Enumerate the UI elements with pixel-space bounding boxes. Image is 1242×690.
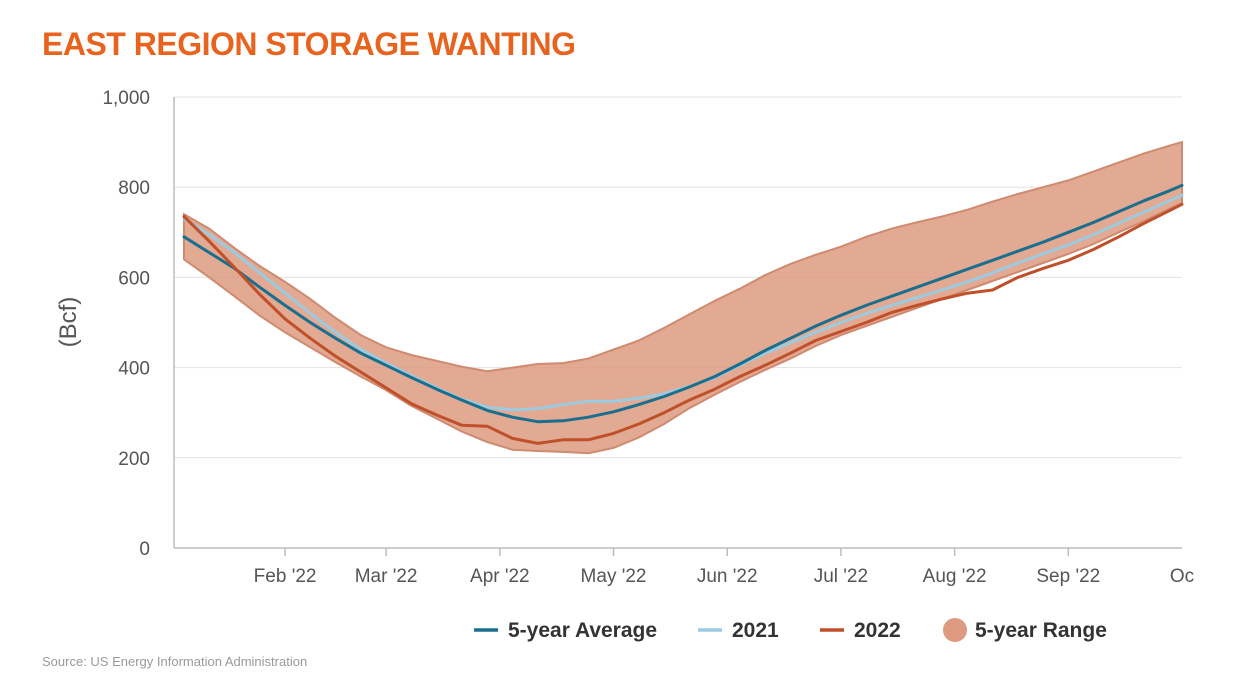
legend-label-y2021: 2021 [732,619,779,642]
x-tick-labels: Feb '22 Mar '22 Apr '22 May '22 Jun '22 Jul '… [254,566,1194,587]
x-tick-label: Jul '22 [814,566,868,587]
legend-label-avg: 5-year Average [508,619,657,642]
range-band-group [183,140,1183,455]
legend-marker-range [943,618,967,642]
series-line-y2022 [182,202,1184,445]
axes [173,97,1182,556]
y-tick-label: 800 [118,178,150,199]
y-tick-labels: 0 200 400 600 800 1,000 [102,88,150,560]
x-tick-label: May '22 [581,566,647,587]
range-band [183,140,1183,455]
y-tick-label: 600 [118,268,150,289]
series-lines [182,183,1184,445]
source-note: Source: US Energy Information Administra… [42,654,308,669]
y-tick-label: 1,000 [102,88,150,109]
x-tick-label: Aug '22 [923,566,987,587]
chart-title: EAST REGION STORAGE WANTING [42,26,576,62]
y-tick-label: 0 [139,539,150,560]
y-axis-label: (Bcf) [55,297,82,348]
y-tick-label: 400 [118,359,150,380]
series-line-avg [182,183,1184,424]
x-tick-label: Apr '22 [470,566,530,587]
legend-label-range: 5-year Range [975,619,1107,642]
x-tick-label: Oc [1170,566,1194,587]
x-tick-label: Mar '22 [355,566,418,587]
legend-label-y2022: 2022 [854,619,901,642]
legend: 5-year Average 2021 2022 5-year Range [474,618,1107,642]
x-tick-label: Sep '22 [1036,566,1100,587]
y-tick-label: 200 [118,449,150,470]
x-tick-label: Jun '22 [697,566,758,587]
x-tick-label: Feb '22 [254,566,317,587]
